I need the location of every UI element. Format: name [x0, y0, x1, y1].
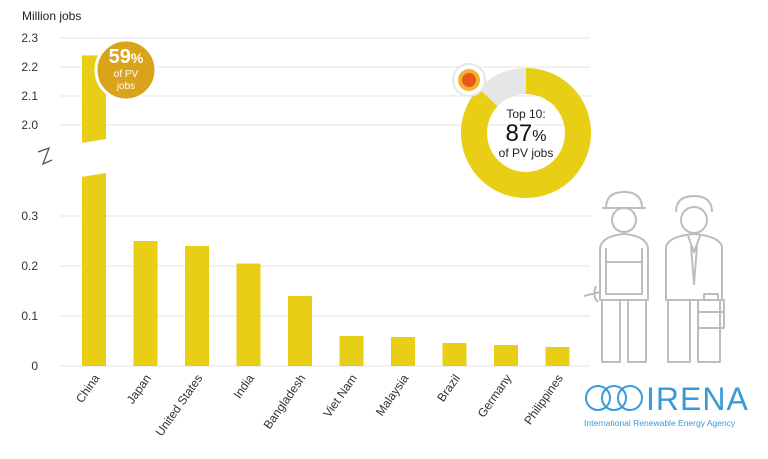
bars — [82, 55, 570, 367]
worker-icon — [583, 191, 725, 363]
axis-break — [37, 138, 112, 184]
x-tick-label: Bangladesh — [261, 372, 309, 432]
y-tick-label: 0.2 — [21, 259, 38, 273]
y-tick-label: 0.3 — [21, 209, 38, 223]
brand-tagline: International Renewable Energy Agency — [584, 418, 736, 428]
y-tick-label: 2.3 — [21, 31, 38, 45]
x-tick-label: Malaysia — [373, 371, 412, 418]
bar-viet-nam — [339, 336, 364, 366]
y-tick-label: 0 — [31, 359, 38, 373]
x-tick-label: China — [73, 371, 103, 405]
bar-germany — [494, 345, 518, 366]
brand-name: IRENA — [646, 381, 749, 417]
donut-line2: of PV jobs — [499, 146, 554, 160]
x-tick-label: Brazil — [434, 372, 463, 405]
x-tick-label: Philippines — [521, 372, 566, 428]
bar-united-states — [185, 246, 209, 366]
bar-philippines — [545, 347, 570, 366]
badge-unit: % — [131, 50, 144, 66]
badge-line1: of PV — [114, 69, 139, 80]
top10-donut: Top 10: 87% of PV jobs — [452, 63, 591, 198]
bar-japan — [133, 241, 158, 366]
bar-china — [82, 55, 106, 367]
y-axis-title: Million jobs — [22, 9, 81, 23]
sun-icon — [452, 63, 486, 97]
bar-india — [236, 263, 261, 366]
svg-text:87%: 87% — [506, 120, 547, 147]
x-tick-label: Japan — [124, 372, 154, 407]
y-axis-ticks: 0 0.1 0.2 0.3 2.0 2.1 2.2 2.3 — [21, 31, 38, 373]
x-tick-label: United States — [153, 372, 206, 439]
badge-line2: jobs — [116, 81, 135, 92]
y-tick-label: 2.1 — [21, 89, 38, 103]
donut-unit: % — [532, 128, 546, 145]
globe-icon — [585, 385, 643, 411]
donut-share-arc — [461, 68, 591, 198]
y-tick-label: 0.1 — [21, 309, 38, 323]
y-tick-label: 2.0 — [21, 118, 38, 132]
bar-malaysia — [391, 337, 415, 366]
badge-value: 59 — [109, 46, 131, 68]
donut-value: 87 — [506, 120, 533, 147]
china-share-badge: 59% of PV jobs — [94, 38, 158, 102]
y-tick-label: 2.2 — [21, 60, 38, 74]
bar-brazil — [442, 343, 467, 366]
svg-text:59%: 59% — [109, 46, 144, 68]
x-tick-label: Germany — [475, 372, 515, 420]
donut-line1: Top 10: — [506, 107, 545, 121]
x-tick-label: India — [231, 371, 258, 401]
irena-logo: IRENA International Renewable Energy Age… — [584, 381, 749, 428]
x-tick-label: Viet Nam — [320, 372, 360, 420]
bar-bangladesh — [288, 296, 312, 366]
